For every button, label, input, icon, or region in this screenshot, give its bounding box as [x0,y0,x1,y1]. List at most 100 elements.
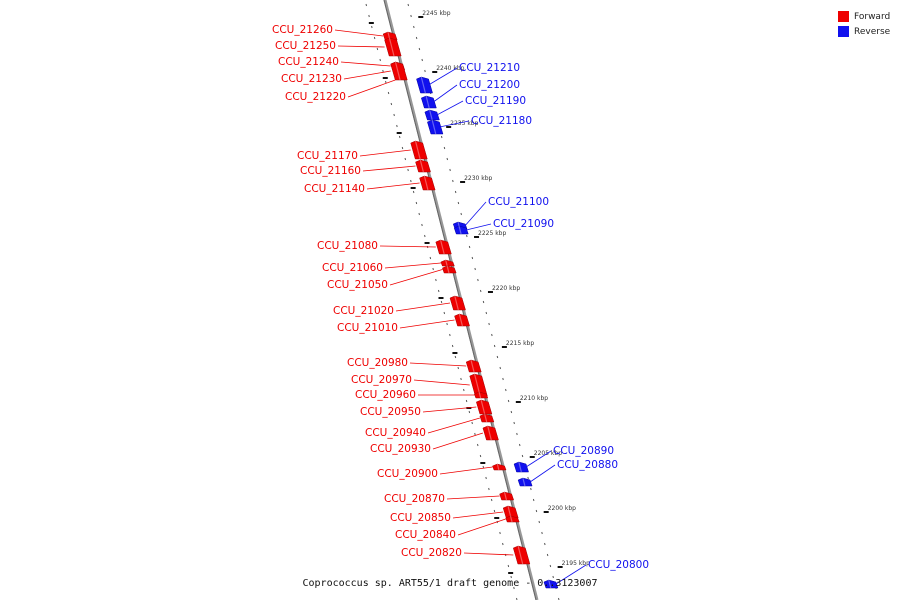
legend-item-reverse: Reverse [838,24,898,39]
gene-label[interactable]: CCU_20930 [370,443,431,455]
forward-gene-block[interactable] [513,545,531,565]
forward-gene-block[interactable] [505,515,520,523]
forward-gene-block[interactable] [449,295,466,311]
reverse-gene-block[interactable] [453,225,469,235]
gene-feature[interactable]: CCU_21260 [272,24,398,41]
legend: Forward Reverse [838,9,898,39]
gene-feature[interactable]: CCU_21220 [285,79,396,103]
gene-feature[interactable]: CCU_20940 [365,413,495,439]
reverse-gene-block[interactable] [416,76,433,94]
gene-feature[interactable]: CCU_21210 [416,62,521,94]
gene-label[interactable]: CCU_21230 [281,73,342,85]
gene-feature[interactable]: CCU_21180 [427,115,532,135]
gene-feature[interactable]: CCU_20960 [355,389,489,401]
gene-label[interactable]: CCU_20940 [365,427,426,439]
gene-feature[interactable]: CCU_21090 [453,218,554,235]
gene-feature[interactable]: CCU_21140 [304,175,436,195]
gene-feature[interactable]: CCU_20970 [351,373,488,397]
forward-gene-block[interactable] [435,239,452,255]
gene-label[interactable]: CCU_21080 [317,240,378,252]
gene-label[interactable]: CCU_20870 [384,493,445,505]
gene-label[interactable]: CCU_20800 [588,559,649,571]
gene-feature[interactable]: CCU_20900 [377,463,507,480]
gene-feature[interactable]: CCU_20880 [517,459,618,487]
gene-feature[interactable]: CCU_21020 [333,295,466,317]
gene-label[interactable]: CCU_20850 [390,512,451,524]
gene-label[interactable]: CCU_20960 [355,389,416,401]
forward-gene-block[interactable] [382,31,398,41]
gene-label[interactable]: CCU_20900 [377,468,438,480]
forward-gene-block[interactable] [499,491,515,501]
gene-label[interactable]: CCU_21090 [493,218,554,230]
forward-gene-block[interactable] [473,391,489,399]
forward-gene-block[interactable] [384,37,402,57]
forward-gene-block[interactable] [390,61,408,81]
reverse-gene-block[interactable] [421,95,437,109]
gene-feature[interactable]: CCU_20890 [513,445,614,473]
forward-gene-block[interactable] [469,373,488,397]
gene-feature[interactable]: CCU_21170 [297,140,428,162]
gene-label[interactable]: CCU_21050 [327,279,388,291]
forward-gene-block[interactable] [419,175,436,191]
gene-feature[interactable]: CCU_20800 [543,559,649,589]
gene-feature[interactable]: CCU_20980 [347,357,482,373]
gene-feature[interactable]: CCU_20950 [360,399,493,418]
forward-gene-block[interactable] [410,140,428,160]
legend-item-forward: Forward [838,9,898,24]
gene-label[interactable]: CCU_21160 [300,165,361,177]
reverse-gene-block[interactable] [513,461,529,473]
forward-gene-block[interactable] [415,159,431,173]
gene-feature[interactable]: CCU_21240 [278,56,406,71]
gene-label[interactable]: CCU_21010 [337,322,398,334]
gene-label[interactable]: CCU_21180 [471,115,532,127]
gene-label[interactable]: CCU_20980 [347,357,408,369]
gene-feature[interactable]: CCU_21200 [421,79,520,109]
gene-feature[interactable]: CCU_20850 [390,505,519,524]
forward-gene-block[interactable] [440,259,455,267]
gene-feature[interactable]: CCU_20820 [401,545,531,565]
gene-label[interactable]: CCU_20880 [557,459,618,471]
gene-label[interactable]: CCU_20820 [401,547,462,559]
gene-label[interactable]: CCU_21100 [488,196,549,208]
gene-feature[interactable]: CCU_21060 [322,259,455,274]
gene-feature[interactable]: CCU_21250 [275,37,402,57]
gene-feature[interactable]: CCU_21050 [327,265,457,291]
gene-label[interactable]: CCU_21240 [278,56,339,68]
gene-feature[interactable]: CCU_21230 [281,61,408,85]
reverse-gene-block[interactable] [517,477,533,487]
forward-gene-block[interactable] [442,265,457,274]
forward-gene-block[interactable] [482,425,499,441]
gene-feature[interactable]: CCU_20870 [384,491,515,505]
gene-label[interactable]: CCU_21200 [459,79,520,91]
gene-label[interactable]: CCU_20840 [395,529,456,541]
gene-leader-line [347,79,396,98]
forward-gene-block[interactable] [465,359,482,373]
gene-feature[interactable]: CCU_20930 [370,425,499,455]
forward-gene-block[interactable] [454,313,470,327]
forward-gene-block[interactable] [479,413,495,423]
gene-label[interactable]: CCU_21250 [275,40,336,52]
reverse-gene-block[interactable] [543,579,559,589]
gene-label[interactable]: CCU_21220 [285,91,346,103]
gene-label[interactable]: CCU_21020 [333,305,394,317]
gene-label[interactable]: CCU_21170 [297,150,358,162]
gene-label[interactable]: CCU_21060 [322,262,383,274]
gene-feature[interactable]: CCU_21190 [424,95,526,121]
gene-label[interactable]: CCU_20890 [553,445,614,457]
gene-label[interactable]: CCU_21140 [304,183,365,195]
gene-leader-line [464,201,487,226]
forward-gene-block[interactable] [476,399,493,415]
reverse-gene-block[interactable] [424,109,440,121]
gene-feature[interactable]: CCU_21160 [300,159,431,177]
gene-feature[interactable]: CCU_20840 [395,515,520,541]
forward-gene-block[interactable] [492,463,507,471]
gene-label[interactable]: CCU_21190 [465,95,526,107]
gene-label[interactable]: CCU_21260 [272,24,333,36]
gene-label[interactable]: CCU_20950 [360,406,421,418]
gene-feature[interactable]: CCU_21010 [337,313,470,334]
gene-label[interactable]: CCU_20970 [351,374,412,386]
reverse-gene-block[interactable] [427,119,444,135]
forward-gene-block[interactable] [502,505,519,519]
gene-feature[interactable]: CCU_21080 [317,239,452,255]
gene-label[interactable]: CCU_21210 [459,62,520,74]
